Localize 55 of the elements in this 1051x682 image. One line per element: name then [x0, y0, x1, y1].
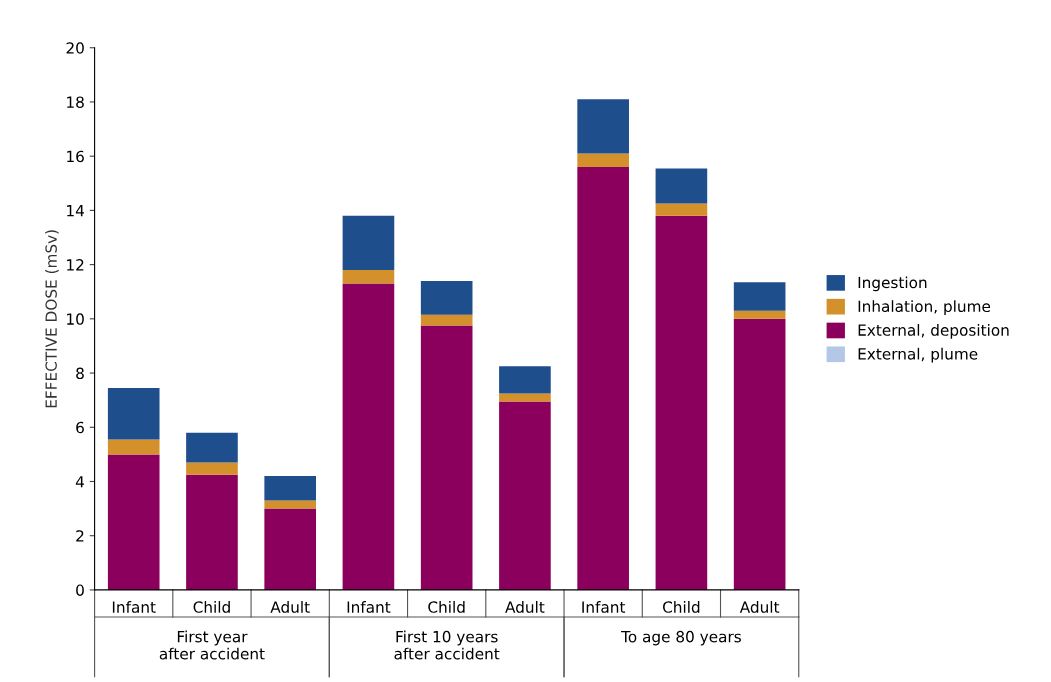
x-tick-label: Adult	[505, 601, 545, 613]
bar	[420, 325, 473, 590]
bar	[499, 401, 551, 590]
bar	[186, 432, 238, 463]
bar	[107, 387, 160, 440]
legend-label: Ingestion	[858, 276, 927, 292]
bar	[577, 153, 629, 168]
x-tick-label: Child	[193, 601, 230, 613]
y-tick-label: 4	[75, 476, 85, 488]
y-tick-label: 14	[67, 205, 85, 217]
bar	[420, 314, 473, 326]
bar	[577, 167, 629, 590]
text: To age 80 years	[621, 630, 741, 646]
legend-label: External, deposition	[858, 324, 1009, 339]
bar	[186, 474, 238, 590]
legend-label: External, plume	[858, 347, 978, 363]
bar	[342, 215, 395, 271]
y-tick-label: 8	[76, 367, 84, 380]
bar	[733, 282, 786, 311]
text: First 10 years after accident	[394, 630, 500, 660]
y-tick-label: 18	[67, 96, 84, 108]
bar	[499, 393, 551, 402]
x-tick-label: Child	[428, 601, 465, 613]
bar	[342, 270, 395, 284]
bar	[733, 318, 786, 590]
x-tick-label: Adult	[270, 601, 310, 613]
y-tick-label: 2	[76, 530, 84, 542]
bar	[264, 476, 317, 501]
bar	[499, 366, 551, 394]
bar	[655, 215, 708, 590]
bar	[342, 283, 395, 590]
x-tick-label: Adult	[739, 601, 780, 613]
x-tick-label: Infant	[582, 601, 626, 613]
x-tick-label: Infant	[112, 601, 156, 613]
x-tick-label: Infant	[347, 601, 391, 613]
y-tick-label: 0	[76, 584, 84, 596]
bar	[264, 500, 317, 509]
y-tick-label: 6	[76, 421, 84, 434]
x-tick-label: Child	[662, 601, 700, 613]
y-axis-title: EFFECTIVE DOSE (mSv)	[45, 230, 59, 408]
bar	[107, 439, 160, 455]
y-tick-label: 12	[67, 259, 84, 271]
y-tick-label: 16	[67, 150, 84, 163]
bar	[655, 168, 708, 204]
y-tick-label: 20	[66, 42, 84, 54]
bar	[264, 508, 317, 590]
text: First year after accident	[159, 630, 265, 660]
bar	[186, 462, 238, 475]
bar	[107, 454, 160, 590]
bar	[655, 203, 708, 216]
bar	[577, 99, 629, 154]
y-tick-label: 10	[67, 313, 84, 325]
legend-label: Inhalation, plume	[858, 300, 991, 316]
bar	[733, 310, 786, 319]
bar	[420, 280, 473, 315]
